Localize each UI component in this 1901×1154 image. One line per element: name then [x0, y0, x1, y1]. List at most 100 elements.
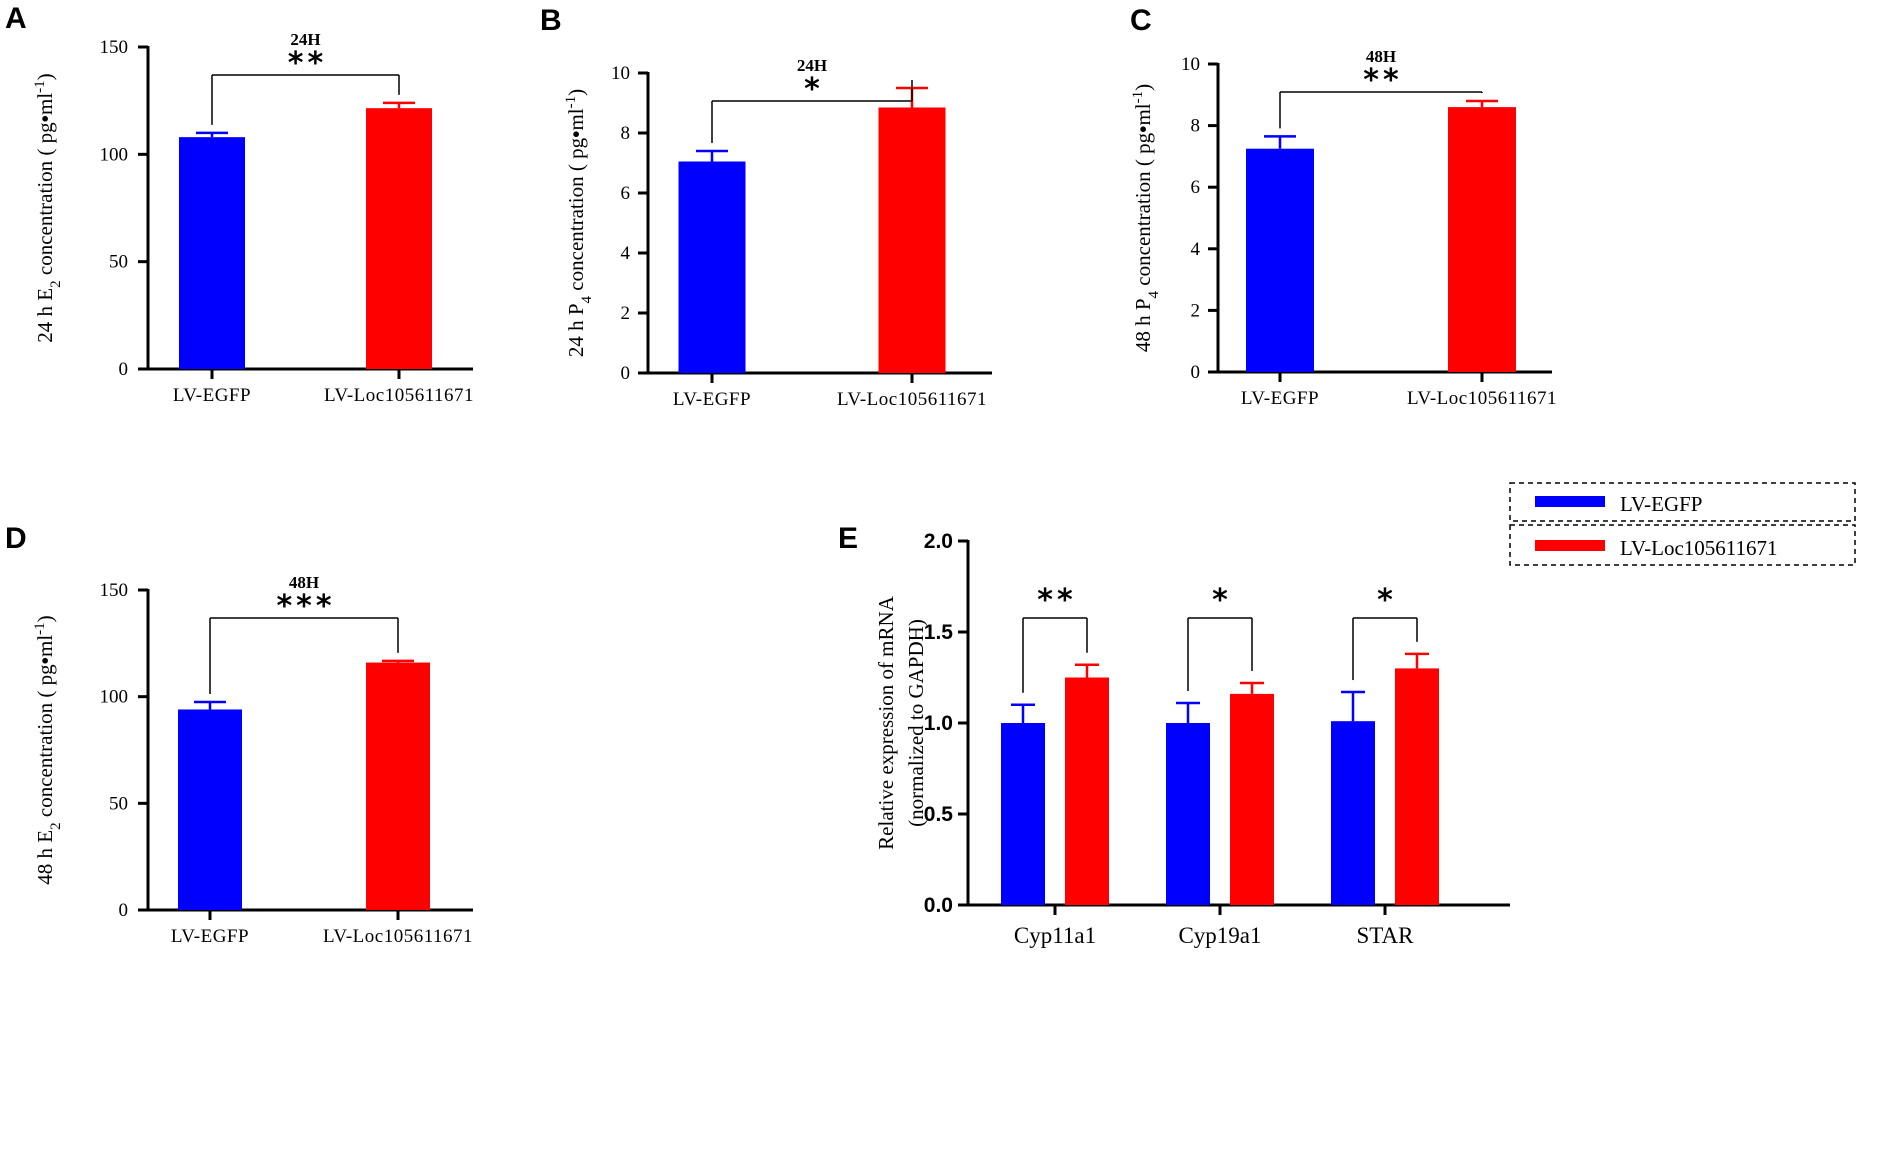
error-bar-LV-Loc105611671: [382, 659, 414, 663]
bar-Cyp19a1-LV-Loc105611671: [1230, 693, 1274, 905]
bar-Cyp19a1-LV-EGFP: [1166, 723, 1210, 905]
y-label-dot: •: [1131, 126, 1155, 133]
y-tick-label: 150: [100, 37, 129, 58]
timepoint-label: 48H: [1366, 47, 1396, 66]
timepoint-label: 24H: [290, 30, 320, 49]
significance-stars: *: [1377, 583, 1397, 618]
y-tick-label: 4: [1191, 239, 1201, 260]
panel-letter-A: A: [5, 2, 27, 35]
error-bar-LV-EGFP: [1264, 135, 1296, 149]
y-label-subscript: 2: [48, 822, 64, 830]
error-bar-Cyp19a1-LV-Loc105611671: [1240, 681, 1264, 694]
bar-LV-EGFP: [678, 161, 746, 373]
error-bar-STAR-LV-EGFP: [1341, 690, 1365, 722]
y-tick-label: 10: [611, 63, 630, 84]
y-label-line-2: (normalized to GAPDH): [904, 619, 928, 827]
y-label-superscript: -1: [32, 622, 48, 635]
y-axis-label-E: Relative expression of mRNA (normalized t…: [874, 595, 928, 850]
y-label-line-1: Relative expression of mRNA: [874, 595, 898, 850]
x-tick-label: LV-EGFP: [171, 926, 249, 947]
significance-stars: *: [1212, 583, 1232, 618]
panel-B: B 0 2 4 6 8 10 LV-EGFP LV-Loc105611671 24H* 24 h P…: [540, 4, 992, 410]
y-label-subscript: 4: [1146, 290, 1162, 298]
y-axis-label-D: 48 h E2 concentration ( pg•ml-1): [32, 615, 64, 884]
y-label-text: concentration ( pg: [33, 122, 57, 281]
x-tick-label: LV-Loc105611671: [324, 385, 474, 406]
x-tick-label: LV-Loc105611671: [1407, 388, 1557, 409]
timepoint-label: 24H: [797, 56, 827, 75]
bar-LV-EGFP: [1246, 148, 1314, 372]
y-tick-label: 6: [621, 183, 631, 204]
y-label-subscript: 4: [579, 295, 595, 303]
y-label-text: concentration ( pg: [33, 664, 57, 823]
y-label-text: ): [33, 615, 57, 622]
panel-E: E 0.0 0.5 1.0 1.5 2.0 Cyp11a1 ** Cyp19a1 * STAR * Re…: [838, 482, 1856, 948]
y-tick-label: 150: [100, 580, 129, 601]
y-label-dot: •: [33, 115, 57, 122]
y-label-unit: ml: [33, 93, 57, 115]
y-axis-label-C: 48 h P4 concentration ( pg•ml-1): [1130, 84, 1162, 352]
panel-letter-D: D: [5, 522, 27, 555]
panel-letter-B: B: [540, 4, 562, 37]
error-bar-Cyp19a1-LV-EGFP: [1176, 701, 1200, 723]
y-label-superscript: -1: [563, 96, 579, 109]
panel-letter-C: C: [1130, 4, 1152, 37]
x-tick-label: LV-Loc105611671: [837, 389, 987, 410]
y-label-text: ): [1131, 84, 1155, 91]
y-tick-label: 0.0: [924, 894, 953, 917]
y-tick-label: 1.5: [924, 621, 954, 644]
significance-bracket: [711, 80, 913, 143]
significance-stars: **: [1363, 63, 1402, 98]
y-tick-label: 8: [1191, 116, 1201, 137]
y-label-unit: ml: [33, 635, 57, 657]
y-tick-label: 2: [621, 303, 631, 324]
x-tick-label: LV-EGFP: [173, 385, 251, 406]
y-axis-label-B: 24 h P4 concentration ( pg•ml-1): [563, 89, 595, 357]
bar-LV-EGFP: [179, 137, 245, 369]
y-tick-label: 0.5: [924, 803, 954, 826]
y-label-superscript: -1: [1130, 91, 1146, 104]
legend: LV-EGFP LV-Loc105611671: [1509, 482, 1856, 566]
y-tick-label: 100: [100, 687, 129, 708]
x-tick-label: LV-Loc105611671: [323, 926, 473, 947]
significance-stars: *: [804, 72, 824, 107]
bar-Cyp11a1-LV-Loc105611671: [1065, 677, 1109, 905]
bar-LV-EGFP: [178, 709, 242, 910]
y-label-unit: ml: [564, 108, 588, 130]
x-tick-label: LV-EGFP: [673, 389, 751, 410]
y-label-text: ): [564, 89, 588, 96]
y-tick-label: 0: [1191, 362, 1201, 383]
y-label-text: 48 h P: [1131, 298, 1155, 352]
y-label-text: ): [33, 73, 57, 80]
significance-bracket: [1022, 617, 1088, 693]
significance-bracket: [211, 74, 400, 125]
panel-A: A 0 50 100 150 LV-EGFP LV-Loc105611671 24H** 24 …: [5, 2, 474, 406]
y-tick-label: 8: [621, 123, 631, 144]
bar-LV-Loc105611671: [1448, 107, 1516, 373]
y-label-text: concentration ( pg: [564, 137, 588, 296]
y-axis-label-A: 24 h E2 concentration ( pg•ml-1): [32, 73, 64, 342]
legend-label-LV-Loc105611671: LV-Loc105611671: [1620, 536, 1778, 560]
y-tick-label: 2: [1191, 300, 1201, 321]
y-label-unit: ml: [1131, 103, 1155, 125]
bar-LV-Loc105611671: [366, 662, 430, 910]
x-tick-label: LV-EGFP: [1241, 388, 1319, 409]
y-label-text: concentration ( pg: [1131, 132, 1155, 291]
y-label-text: 48 h E: [33, 830, 57, 885]
y-label-dot: •: [33, 657, 57, 664]
significance-bracket: [209, 617, 399, 694]
x-tick-label: Cyp19a1: [1178, 923, 1261, 948]
legend-box-2: [1509, 524, 1856, 566]
bar-STAR-LV-Loc105611671: [1395, 668, 1439, 905]
y-tick-label: 10: [1181, 54, 1200, 75]
legend-swatch-LV-EGFP: [1535, 496, 1605, 507]
y-label-text: 24 h E: [33, 288, 57, 343]
y-tick-label: 50: [109, 793, 128, 814]
error-bar-LV-Loc105611671: [1466, 99, 1498, 108]
legend-label-LV-EGFP: LV-EGFP: [1620, 492, 1702, 516]
error-bar-STAR-LV-Loc105611671: [1405, 652, 1429, 669]
legend-swatch-LV-Loc105611671: [1535, 540, 1605, 551]
y-label-subscript: 2: [48, 280, 64, 288]
panel-letter-E: E: [838, 522, 858, 555]
legend-box-1: [1509, 482, 1856, 522]
